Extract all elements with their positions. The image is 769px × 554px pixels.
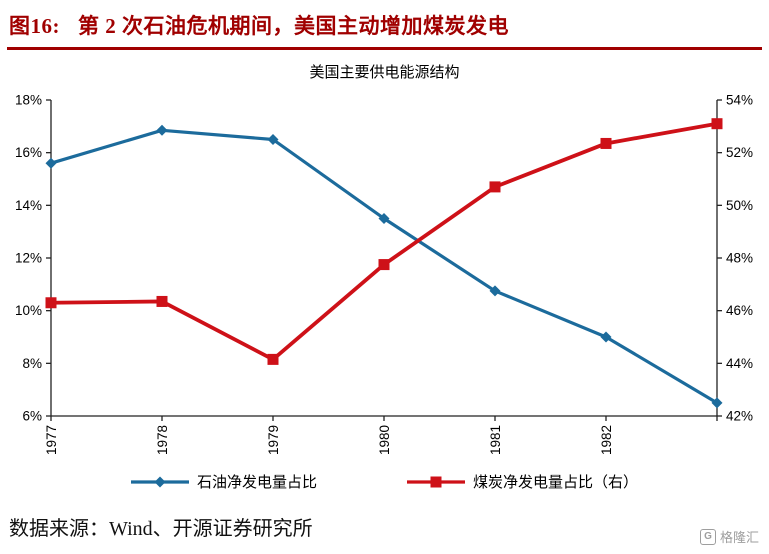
left-axis-tick-label: 14% xyxy=(15,198,42,213)
data-point-marker xyxy=(156,124,168,136)
x-axis-tick-label: 1982 xyxy=(599,425,614,455)
data-point-marker xyxy=(267,134,279,145)
data-point-marker xyxy=(600,331,612,343)
series-oil xyxy=(45,124,723,409)
legend-line-square-icon xyxy=(407,476,465,487)
gelonghui-watermark-text: 格隆汇 xyxy=(719,530,759,545)
chart-title: 美国主要供电能源结构 xyxy=(309,65,460,81)
right-axis-tick-label: 46% xyxy=(726,303,753,318)
chart-legend: 石油净发电量占比 煤炭净发电量占比（右） xyxy=(7,471,762,492)
data-point-marker xyxy=(378,259,390,271)
chart-canvas: 6% 8% 10% 12% 14% 16% 18% 42% 44% 46% 48% 50% 52% 54%… xyxy=(15,93,753,456)
header-divider xyxy=(7,47,762,50)
data-point-marker xyxy=(267,353,279,365)
data-source: 数据来源：Wind、开源证券研究所 xyxy=(7,512,762,541)
left-axis-tick-label: 16% xyxy=(15,145,42,160)
left-axis-tick-label: 10% xyxy=(15,303,42,318)
data-point-marker xyxy=(711,397,723,409)
data-point-marker xyxy=(45,157,57,169)
left-axis-tick-label: 6% xyxy=(22,409,42,424)
axes xyxy=(46,99,722,421)
series-coal xyxy=(45,118,723,365)
left-axis-tick-label: 18% xyxy=(15,93,42,108)
data-point-marker xyxy=(489,181,501,193)
right-axis-tick-label: 44% xyxy=(726,356,753,371)
x-axis-tick-label: 1981 xyxy=(488,425,503,455)
data-point-marker xyxy=(489,285,501,297)
data-point-marker xyxy=(45,297,57,309)
figure-number: 图16: xyxy=(9,14,60,38)
legend-line-diamond-icon xyxy=(130,476,189,487)
right-axis-tick-label: 50% xyxy=(726,198,753,213)
data-source-text: 数据来源：Wind、开源证券研究所 xyxy=(9,518,313,540)
data-point-marker xyxy=(378,213,390,224)
x-axis-tick-label: 1977 xyxy=(44,425,59,455)
right-axis-tick-label: 54% xyxy=(726,93,753,108)
data-point-marker xyxy=(711,118,723,130)
x-axis-tick-label: 1980 xyxy=(377,425,392,455)
right-axis-tick-label: 42% xyxy=(726,409,753,424)
figure-header: 图16: 第 2 次石油危机期间，美国主动增加煤炭发电 xyxy=(7,10,762,40)
data-point-marker xyxy=(156,295,168,307)
legend-label-coal: 煤炭净发电量占比（右） xyxy=(473,475,639,491)
chart-area: 6% 8% 10% 12% 14% 16% 18% 42% 44% 46% 48% 50% 52% 54%… xyxy=(7,84,762,467)
left-axis-tick-label: 8% xyxy=(22,356,42,371)
right-axis-tick-label: 52% xyxy=(726,145,753,160)
gelonghui-logo-icon: G xyxy=(699,528,716,545)
legend-label-oil: 石油净发电量占比 xyxy=(196,475,317,491)
right-axis-tick-label: 48% xyxy=(726,251,753,266)
figure-title: 第 2 次石油危机期间，美国主动增加煤炭发电 xyxy=(78,14,509,38)
left-axis-tick-label: 12% xyxy=(15,251,42,266)
legend-item-oil: 石油净发电量占比 xyxy=(130,471,317,492)
data-point-marker xyxy=(600,137,612,149)
legend-item-coal: 煤炭净发电量占比（右） xyxy=(407,471,638,492)
x-axis-tick-label: 1979 xyxy=(266,425,281,455)
gelonghui-watermark: G 格隆汇 xyxy=(699,527,759,546)
x-axis-tick-label: 1978 xyxy=(155,425,170,455)
